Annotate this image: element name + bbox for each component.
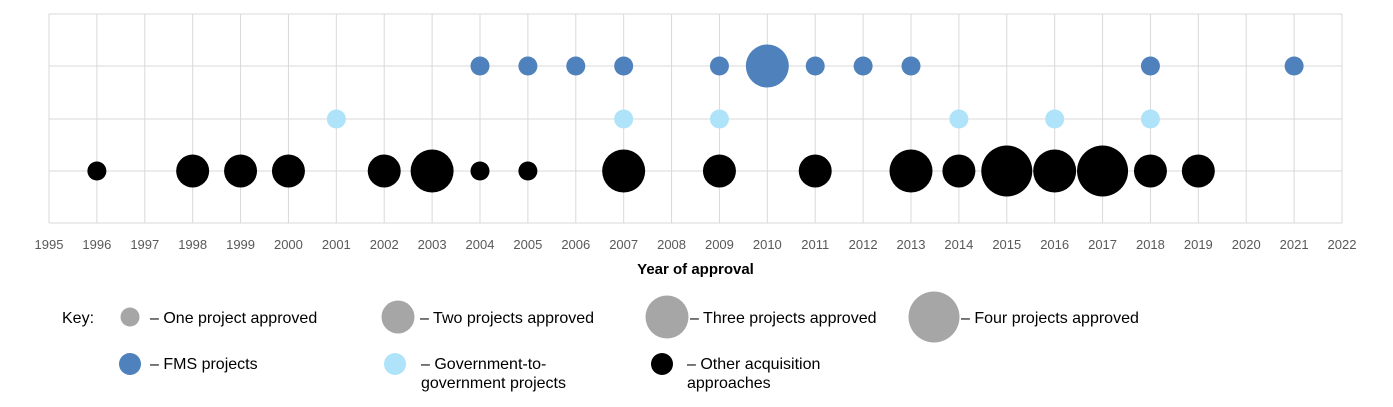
x-tick-label: 2013 xyxy=(897,237,926,252)
x-tick-label: 2016 xyxy=(1040,237,1069,252)
legend: Key: – One project approved – Two projects… xyxy=(62,291,1139,392)
bubble-point xyxy=(981,145,1033,197)
bubble-point xyxy=(176,154,210,188)
bubble-point xyxy=(1284,56,1304,76)
bubble-point xyxy=(709,56,729,76)
bubble-point xyxy=(805,56,825,76)
x-tick-label: 1997 xyxy=(130,237,159,252)
series-3 xyxy=(87,145,1215,197)
x-tick-label: 2003 xyxy=(418,237,447,252)
legend-size-swatch xyxy=(908,291,960,343)
bubble-point xyxy=(1181,154,1215,188)
bubble-point xyxy=(410,149,454,193)
x-tick-label: 2021 xyxy=(1280,237,1309,252)
x-tick-label: 2010 xyxy=(753,237,782,252)
x-tick-label: 1995 xyxy=(35,237,64,252)
bubble-point xyxy=(745,44,789,88)
legend-type-label: – FMS projects xyxy=(150,356,258,373)
x-tick-label: 2009 xyxy=(705,237,734,252)
bubble-point xyxy=(709,109,729,129)
legend-size-label: – Three projects approved xyxy=(690,310,876,327)
x-tick-label: 1998 xyxy=(178,237,207,252)
legend-type-label: – Other acquisition xyxy=(687,356,820,373)
legend-type-swatch xyxy=(384,353,406,375)
x-tick-label: 2005 xyxy=(513,237,542,252)
x-tick-label: 2020 xyxy=(1232,237,1261,252)
bubble-point xyxy=(367,154,401,188)
bubble-point xyxy=(1077,145,1129,197)
bubble-point xyxy=(1045,109,1065,129)
legend-type-label: – Government-to- xyxy=(421,356,546,373)
legend-size-label: – Four projects approved xyxy=(961,310,1139,327)
x-tick-label: 1996 xyxy=(82,237,111,252)
x-tick-label: 2014 xyxy=(944,237,973,252)
legend-type-swatch xyxy=(651,353,673,375)
x-tick-label: 1999 xyxy=(226,237,255,252)
bubble-point xyxy=(889,149,933,193)
x-tick-label: 2012 xyxy=(849,237,878,252)
x-tick-label: 2001 xyxy=(322,237,351,252)
legend-type-swatch xyxy=(119,353,141,375)
bubble-point xyxy=(271,154,305,188)
bubble-point xyxy=(901,56,921,76)
legend-size-swatch xyxy=(120,307,140,327)
x-tick-label: 2022 xyxy=(1328,237,1357,252)
bubble-point xyxy=(853,56,873,76)
x-tick-label: 2019 xyxy=(1184,237,1213,252)
chart-bubbles xyxy=(87,44,1304,197)
bubble-point xyxy=(1033,149,1077,193)
x-tick-label: 2004 xyxy=(466,237,495,252)
legend-size-swatch xyxy=(381,300,415,334)
legend-size-swatch xyxy=(645,295,689,339)
bubble-point xyxy=(566,56,586,76)
bubble-point xyxy=(798,154,832,188)
legend-size-label: – Two projects approved xyxy=(420,310,594,327)
bubble-point xyxy=(518,56,538,76)
bubble-point xyxy=(949,109,969,129)
bubble-point xyxy=(1140,109,1160,129)
bubble-point xyxy=(87,161,107,181)
x-axis-ticks: 1995 1996 1997 1998 1999 2000 2001 2002 2003 2004… xyxy=(35,237,1357,252)
bubble-point xyxy=(614,56,634,76)
legend-type-label: approaches xyxy=(687,375,771,392)
series-2 xyxy=(326,109,1160,129)
x-tick-label: 2011 xyxy=(801,237,829,252)
bubble-point xyxy=(224,154,258,188)
x-tick-label: 2002 xyxy=(370,237,399,252)
x-tick-label: 2007 xyxy=(609,237,638,252)
bubble-point xyxy=(470,161,490,181)
x-tick-label: 2008 xyxy=(657,237,686,252)
x-tick-label: 2015 xyxy=(992,237,1021,252)
legend-size-label: – One project approved xyxy=(150,310,317,327)
series-1 xyxy=(470,44,1304,88)
x-tick-label: 2018 xyxy=(1136,237,1165,252)
bubble-point xyxy=(326,109,346,129)
bubble-point xyxy=(614,109,634,129)
legend-key-label: Key: xyxy=(62,310,94,327)
bubble-point xyxy=(470,56,490,76)
bubble-point xyxy=(518,161,538,181)
bubble-point xyxy=(602,149,646,193)
bubble-point xyxy=(942,154,976,188)
legend-type-label: government projects xyxy=(421,375,566,392)
x-tick-label: 2000 xyxy=(274,237,303,252)
x-axis-label: Year of approval xyxy=(637,261,754,278)
bubble-point xyxy=(702,154,736,188)
bubble-point xyxy=(1133,154,1167,188)
x-tick-label: 2017 xyxy=(1088,237,1117,252)
bubble-point xyxy=(1140,56,1160,76)
x-tick-label: 2006 xyxy=(561,237,590,252)
